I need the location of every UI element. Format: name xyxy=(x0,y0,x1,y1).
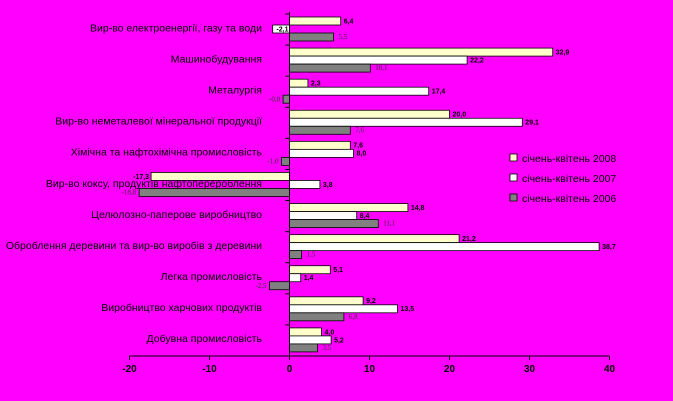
x-tick-label: -20 xyxy=(122,364,137,375)
bar xyxy=(150,172,290,181)
bar xyxy=(289,335,332,345)
category-label: Вир-во неметалевої мінеральної продукції xyxy=(55,116,262,128)
category-label: Машинобудування xyxy=(171,53,262,65)
bar xyxy=(289,312,345,322)
category-labels: Вир-во електроенергії, газу та води Машин… xyxy=(6,22,263,345)
bar xyxy=(289,327,322,337)
bar xyxy=(289,219,379,228)
bar xyxy=(289,203,409,212)
x-tick-label: 40 xyxy=(604,364,616,375)
x-tick-label: 10 xyxy=(364,364,376,375)
data-label: 1,4 xyxy=(304,275,314,282)
bars-layer xyxy=(138,16,600,353)
axes: -20 -10 0 10 20 30 40 xyxy=(122,12,615,375)
category-label: Хімічна та нафтохімічна промисловість xyxy=(71,147,263,159)
bar xyxy=(289,234,460,244)
bar xyxy=(289,109,450,119)
legend-swatch xyxy=(509,153,518,162)
legend-swatch xyxy=(509,173,518,182)
bar xyxy=(289,86,430,96)
data-label: 6,4 xyxy=(344,18,354,25)
data-label: 17,4 xyxy=(432,89,446,96)
legend-label: січень-квітень 2007 xyxy=(522,173,616,185)
data-label: 9,2 xyxy=(366,298,376,305)
legend-label: січень-квітень 2006 xyxy=(522,193,616,205)
data-label: 32,9 xyxy=(556,49,570,56)
category-label: Металургія xyxy=(208,85,262,97)
category-label: Вир-во електроенергії, газу та води xyxy=(90,22,262,34)
bar xyxy=(289,211,358,220)
bar xyxy=(282,94,290,104)
data-label: 13,5 xyxy=(401,306,415,313)
x-tick-label: 20 xyxy=(444,364,456,375)
bar xyxy=(289,117,523,127)
legend-label: січень-квітень 2008 xyxy=(522,153,616,165)
bar xyxy=(289,140,351,150)
data-label: 5,5 xyxy=(339,33,348,41)
data-label: 6,8 xyxy=(349,313,358,321)
data-label: 5,2 xyxy=(334,337,344,344)
data-label: 14,8 xyxy=(411,205,425,212)
data-label: 5,1 xyxy=(333,267,343,274)
bar xyxy=(289,273,302,283)
data-label: 3,5 xyxy=(323,344,332,352)
bar xyxy=(289,78,309,88)
bar xyxy=(289,296,364,306)
legend: січень-квітень 2008 січень-квітень 2007 сі… xyxy=(509,153,616,205)
bar xyxy=(138,188,290,197)
bar xyxy=(289,47,554,57)
data-label: -2,5 xyxy=(255,282,267,290)
data-label: 8,4 xyxy=(360,213,370,220)
data-label: 20,0 xyxy=(453,112,467,119)
bar xyxy=(289,343,318,353)
data-label: 38,7 xyxy=(602,244,616,251)
data-label: -2,1 xyxy=(276,26,288,33)
category-label: Добувна промисловість xyxy=(147,333,263,345)
data-label: 7,6 xyxy=(355,126,364,134)
bar xyxy=(289,304,398,314)
bar xyxy=(289,55,468,65)
x-tick-label: -10 xyxy=(202,364,217,375)
data-label: -0,8 xyxy=(269,95,281,103)
bar xyxy=(269,281,290,291)
bar xyxy=(289,32,334,42)
x-tick-label: 30 xyxy=(524,364,536,375)
data-label: 22,2 xyxy=(470,57,484,64)
bar xyxy=(281,156,290,166)
data-label: -1,0 xyxy=(267,157,279,165)
bar xyxy=(289,180,321,189)
data-label: 11,1 xyxy=(383,220,395,228)
category-label: Легка промисловість xyxy=(161,271,263,283)
data-labels: 6,4 32,9 2,3 20,0 7,6 -17,3 14,8 21,2 5,1 9,2 4,0 -… xyxy=(122,18,616,352)
data-label: 7,6 xyxy=(353,143,363,150)
category-label: Оброблення деревини та вир-во виробів з … xyxy=(6,240,262,252)
data-label: 21,2 xyxy=(462,236,476,243)
x-tick-label: 0 xyxy=(287,364,293,375)
bar xyxy=(289,63,371,73)
bar xyxy=(289,250,302,260)
bar xyxy=(289,148,354,158)
bar xyxy=(289,16,342,26)
category-label: Целюлозно-паперове виробництво xyxy=(91,209,262,221)
data-label: 10,1 xyxy=(375,64,388,72)
data-label: 2,3 xyxy=(311,81,321,88)
data-label: 1,5 xyxy=(307,251,316,259)
legend-swatch xyxy=(509,193,518,202)
data-label: 8,0 xyxy=(357,151,367,158)
data-label: 29,1 xyxy=(525,120,539,127)
bar xyxy=(289,125,351,135)
data-label: -17,3 xyxy=(133,174,149,181)
data-label: 4,0 xyxy=(325,329,335,336)
category-label: Виробництво харчових продуктів xyxy=(101,302,262,314)
bar xyxy=(289,242,600,252)
data-label: 3,8 xyxy=(323,182,333,189)
bar xyxy=(289,265,331,275)
data-label: -18,8 xyxy=(122,189,137,197)
